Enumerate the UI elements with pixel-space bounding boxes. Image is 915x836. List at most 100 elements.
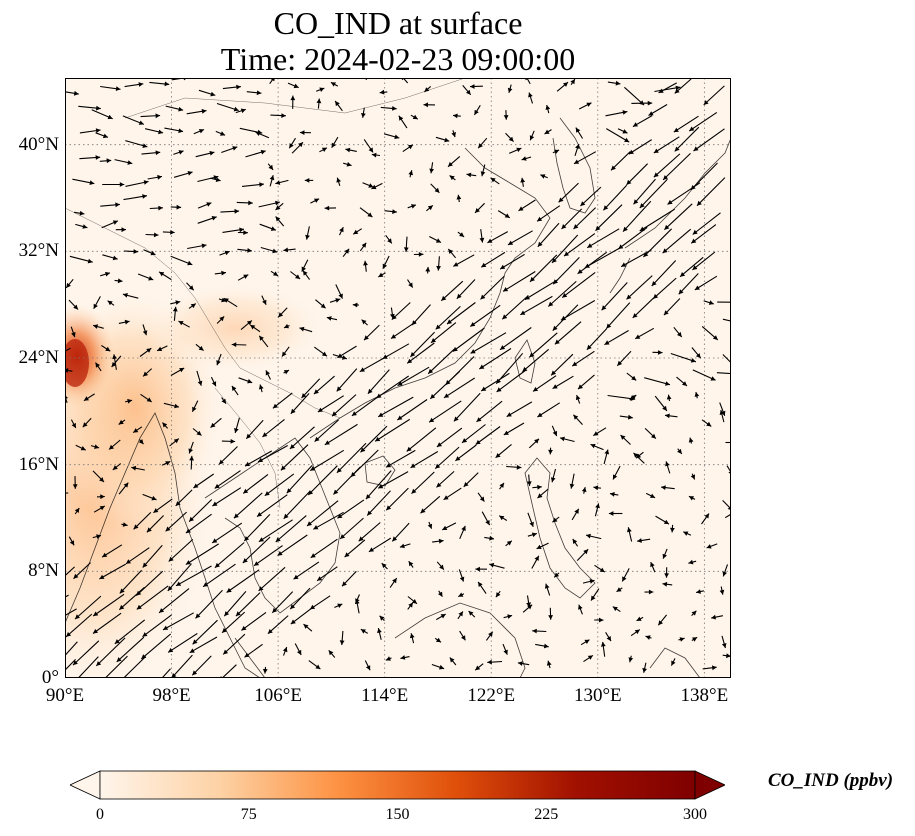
wind-arrow-head — [239, 227, 244, 233]
wind-arrow-head — [215, 177, 221, 182]
wind-arrow-head — [197, 380, 203, 386]
wind-arrow-head — [411, 488, 417, 494]
wind-arrow-head — [155, 150, 161, 156]
wind-arrow-head — [119, 604, 125, 610]
wind-arrow-head — [155, 113, 161, 119]
wind-arrow-head — [474, 109, 479, 115]
wind-arrow-head — [116, 657, 122, 662]
wind-arrow-head — [320, 303, 326, 309]
wind-arrow-shaft — [309, 449, 345, 472]
wind-arrow-head — [488, 631, 493, 637]
wind-arrow-head — [412, 114, 418, 120]
wind-arrow-shaft — [529, 332, 558, 358]
wind-arrow-head — [114, 639, 120, 644]
wind-arrow-head — [96, 534, 101, 539]
wind-arrow-head — [706, 421, 712, 427]
wind-arrow-head — [408, 170, 413, 176]
wind-arrow-head — [346, 162, 352, 167]
wind-arrow-head — [170, 229, 175, 235]
wind-arrow-shaft — [628, 139, 652, 155]
wind-arrow-shaft — [692, 251, 716, 271]
wind-arrow-head — [206, 202, 212, 207]
wind-arrow-head — [185, 560, 191, 565]
wind-arrow-head — [262, 299, 267, 305]
wind-arrow-head — [248, 200, 253, 206]
wind-arrow-head — [278, 312, 284, 318]
wind-arrow-shaft — [202, 563, 236, 588]
lat-tick-label-2: 16°N — [18, 453, 59, 475]
wind-arrow-head — [611, 165, 616, 171]
wind-arrow-head — [453, 262, 459, 267]
wind-arrow-head — [711, 614, 716, 620]
wind-arrow-head — [93, 611, 99, 616]
wind-arrow-head — [674, 146, 680, 152]
wind-arrow-head — [489, 535, 494, 541]
wind-arrow-shaft — [526, 78, 531, 85]
wind-arrow-head — [235, 611, 241, 617]
wind-arrow-head — [99, 506, 105, 511]
wind-arrow-shaft — [306, 500, 339, 527]
wind-arrow-shaft — [351, 394, 382, 417]
wind-arrow-shaft — [192, 619, 218, 645]
wind-arrow-head — [435, 324, 441, 330]
wind-arrow-shaft — [639, 208, 675, 232]
wind-arrow-head — [83, 396, 89, 401]
wind-arrow-head — [159, 608, 165, 613]
wind-arrow-head — [99, 477, 104, 482]
wind-arrow-head — [243, 488, 249, 494]
wind-arrow-head — [115, 86, 121, 91]
wind-arrow-head — [604, 340, 610, 345]
wind-arrow-head — [332, 411, 337, 417]
wind-arrow-head — [321, 351, 327, 357]
wind-arrow-head — [578, 384, 583, 390]
wind-arrow-head — [710, 376, 716, 381]
wind-arrow-head — [502, 314, 508, 320]
wind-arrow-shaft — [430, 322, 457, 344]
wind-arrow-shaft — [529, 254, 558, 283]
wind-arrow-shaft — [185, 543, 219, 565]
wind-arrow-head — [72, 484, 78, 489]
wind-arrow-head — [157, 174, 162, 180]
wind-arrow-head — [316, 98, 322, 104]
wind-arrow-head — [442, 525, 448, 530]
wind-arrow-head — [168, 556, 174, 562]
wind-arrow-head — [712, 335, 718, 340]
wind-arrow-head — [661, 485, 666, 490]
coastline-hainan — [364, 455, 396, 487]
wind-arrow-head — [328, 650, 334, 656]
wind-arrow-head — [142, 330, 148, 336]
wind-arrow-head — [379, 89, 385, 95]
wind-arrow-head — [458, 611, 463, 617]
wind-arrow-head — [639, 100, 645, 106]
wind-arrow-head — [337, 353, 343, 358]
wind-arrow-head — [262, 668, 268, 674]
wind-arrow-shaft — [550, 353, 574, 376]
wind-arrow-head — [275, 180, 281, 185]
wind-arrow-head — [240, 108, 246, 114]
wind-arrow-head — [704, 513, 709, 519]
wind-arrow-shaft — [453, 392, 481, 422]
wind-arrow-head — [554, 572, 560, 578]
wind-arrow-head — [93, 303, 98, 309]
lon-tick-label-2: 106°E — [254, 685, 302, 706]
wind-arrow-head — [524, 295, 530, 300]
wind-arrow-head — [673, 127, 679, 133]
wind-arrow-head — [94, 444, 100, 449]
wind-arrow-head — [651, 433, 656, 439]
wind-arrow-head — [359, 367, 365, 372]
wind-arrow-head — [119, 588, 125, 594]
wind-arrow-shaft — [429, 370, 461, 400]
wind-arrow-head — [378, 484, 384, 489]
wind-arrow-head — [172, 306, 178, 312]
wind-arrow-shaft — [258, 519, 293, 543]
wind-arrow-head — [537, 493, 543, 499]
wind-arrow-head — [487, 238, 493, 243]
wind-arrow-shaft — [256, 494, 288, 518]
wind-arrow-shaft — [692, 212, 721, 235]
wind-arrow-shaft — [358, 522, 381, 542]
wind-arrow-head — [143, 371, 149, 377]
wind-arrow-shaft — [65, 566, 75, 577]
wind-arrow-head — [499, 482, 504, 488]
wind-arrow-head — [407, 358, 413, 364]
wind-arrow-head — [719, 410, 725, 415]
